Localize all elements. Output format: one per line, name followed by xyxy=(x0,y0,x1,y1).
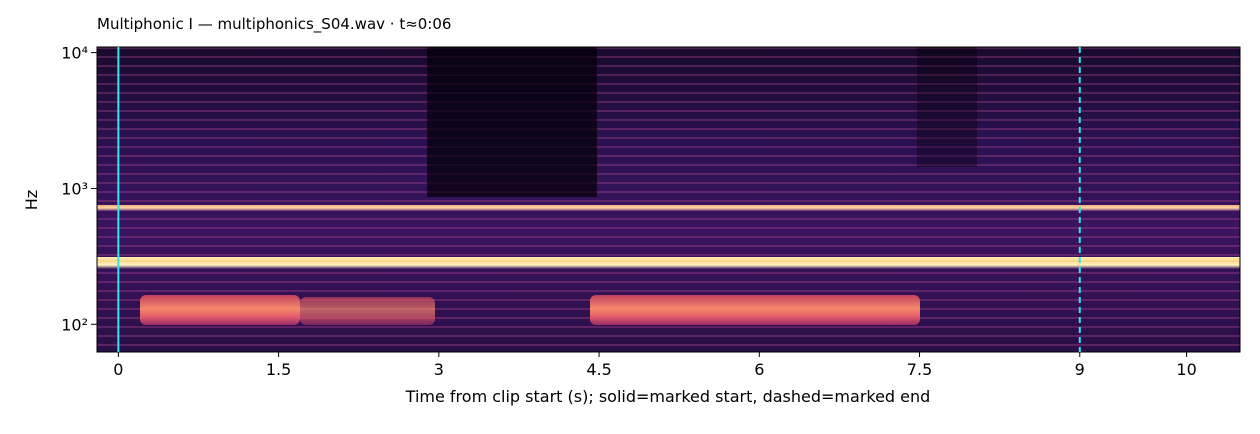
x-axis-label: Time from clip start (s); solid=marked s… xyxy=(405,387,931,406)
x-tick-label: 10 xyxy=(1176,360,1196,379)
y-tick-label: 10² xyxy=(61,315,88,334)
quiet-region xyxy=(917,47,977,167)
x-tick-label: 6 xyxy=(754,360,764,379)
x-tick-label: 7.5 xyxy=(907,360,932,379)
quiet-region xyxy=(427,47,597,197)
x-tick-label: 0 xyxy=(113,360,123,379)
x-tick-label: 9 xyxy=(1075,360,1085,379)
plot-frame xyxy=(96,46,1241,353)
spectrogram-image xyxy=(97,47,1240,352)
y-axis-label: Hz xyxy=(22,190,41,210)
x-tick-label: 3 xyxy=(434,360,444,379)
y-tick-label: 10⁴ xyxy=(61,44,88,63)
x-tick-label: 1.5 xyxy=(266,360,291,379)
low-band xyxy=(590,295,920,325)
y-tick-label: 10³ xyxy=(61,179,88,198)
low-band xyxy=(140,295,300,325)
low-band xyxy=(300,297,435,325)
chart-title: Multiphonic I — multiphonics_S04.wav · t… xyxy=(97,15,451,34)
x-tick-label: 4.5 xyxy=(586,360,611,379)
